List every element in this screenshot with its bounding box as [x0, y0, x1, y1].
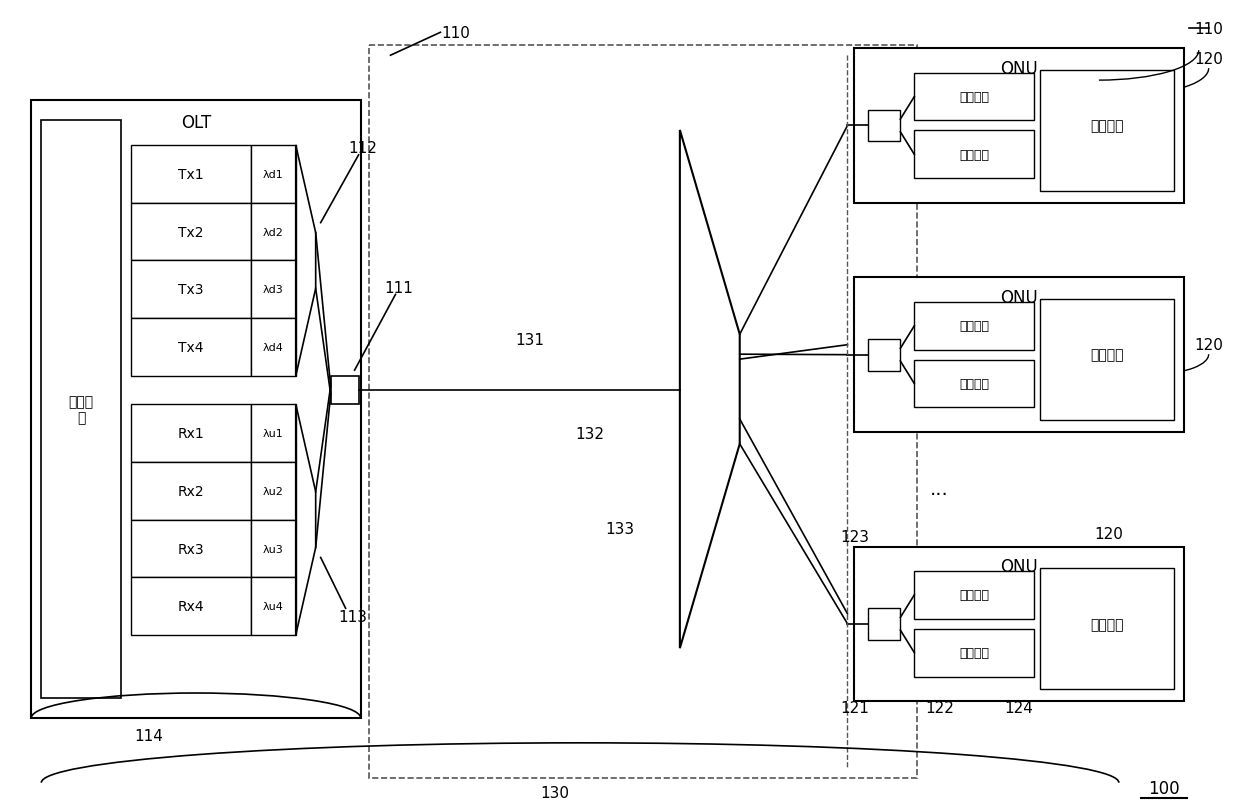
Text: OLT: OLT [181, 114, 211, 132]
Text: Tx4: Tx4 [179, 341, 203, 354]
Bar [250, 319, 295, 376]
Text: 123: 123 [839, 530, 869, 544]
Bar [131, 204, 250, 261]
Text: Rx1: Rx1 [177, 427, 205, 440]
Bar [250, 204, 295, 261]
Text: 处理模块: 处理模块 [1090, 119, 1123, 133]
Bar [31, 101, 361, 718]
Bar [914, 74, 1034, 122]
Bar [854, 278, 1184, 432]
Text: 光接收器: 光接收器 [960, 378, 990, 391]
Text: 131: 131 [516, 333, 544, 347]
Bar [368, 46, 918, 778]
Text: ONU: ONU [1001, 289, 1038, 307]
Bar [250, 146, 295, 204]
Text: 111: 111 [384, 281, 413, 295]
Bar [250, 577, 295, 636]
Text: 112: 112 [348, 141, 377, 157]
Bar [854, 49, 1184, 204]
Bar [131, 462, 250, 520]
Bar [250, 520, 295, 577]
Bar [854, 547, 1184, 702]
Bar [868, 110, 900, 142]
Text: λd3: λd3 [263, 285, 284, 295]
Text: λu4: λu4 [263, 602, 284, 611]
Bar [868, 339, 900, 371]
Text: ONU: ONU [1001, 60, 1038, 78]
Bar [914, 131, 1034, 179]
Text: 110: 110 [1194, 22, 1223, 36]
Text: 114: 114 [135, 728, 164, 744]
Text: 133: 133 [605, 521, 635, 536]
Text: 110: 110 [441, 26, 470, 41]
Bar [131, 520, 250, 577]
Bar [914, 360, 1034, 408]
Text: 处理模
块: 处理模 块 [68, 394, 94, 425]
Text: Tx2: Tx2 [179, 225, 203, 239]
Text: ...: ... [930, 479, 949, 499]
Text: λu1: λu1 [263, 428, 284, 439]
Text: 处理模块: 处理模块 [1090, 348, 1123, 363]
Text: Rx2: Rx2 [177, 484, 205, 498]
Bar [914, 629, 1034, 676]
Text: 光接收器: 光接收器 [960, 646, 990, 659]
Bar [331, 376, 358, 405]
Bar [1040, 71, 1174, 191]
Text: 光接收器: 光接收器 [960, 148, 990, 161]
Bar [41, 121, 122, 698]
Bar [250, 462, 295, 520]
Text: 120: 120 [1194, 337, 1223, 352]
Text: 100: 100 [1148, 779, 1179, 796]
Text: 光发射器: 光发射器 [960, 91, 990, 104]
Text: 132: 132 [575, 427, 605, 442]
Text: 处理模块: 处理模块 [1090, 617, 1123, 631]
Bar [1040, 300, 1174, 420]
Text: λd1: λd1 [263, 169, 284, 179]
Bar [131, 261, 250, 319]
Text: Tx3: Tx3 [179, 283, 203, 297]
Bar [1040, 569, 1174, 689]
Text: λd4: λd4 [263, 343, 284, 353]
Text: ONU: ONU [1001, 558, 1038, 576]
Bar [250, 405, 295, 462]
Text: 光发射器: 光发射器 [960, 320, 990, 333]
Text: Tx1: Tx1 [179, 168, 203, 182]
Text: 121: 121 [839, 701, 869, 715]
Text: Rx4: Rx4 [177, 599, 205, 614]
Bar [131, 405, 250, 462]
Text: 122: 122 [925, 701, 954, 715]
Bar [868, 608, 900, 640]
Text: Rx3: Rx3 [177, 542, 205, 556]
Text: 120: 120 [1095, 526, 1123, 542]
Text: λu2: λu2 [263, 486, 284, 496]
Bar [131, 146, 250, 204]
Text: 113: 113 [339, 609, 367, 624]
Text: 130: 130 [541, 785, 569, 800]
Text: λu3: λu3 [263, 544, 284, 554]
Text: 124: 124 [1004, 701, 1034, 715]
Bar [914, 571, 1034, 619]
Text: 120: 120 [1194, 52, 1223, 67]
Bar [250, 261, 295, 319]
Bar [131, 319, 250, 376]
Bar [914, 303, 1034, 350]
Bar [131, 577, 250, 636]
Text: 光发射器: 光发射器 [960, 589, 990, 602]
Text: λd2: λd2 [263, 227, 284, 238]
